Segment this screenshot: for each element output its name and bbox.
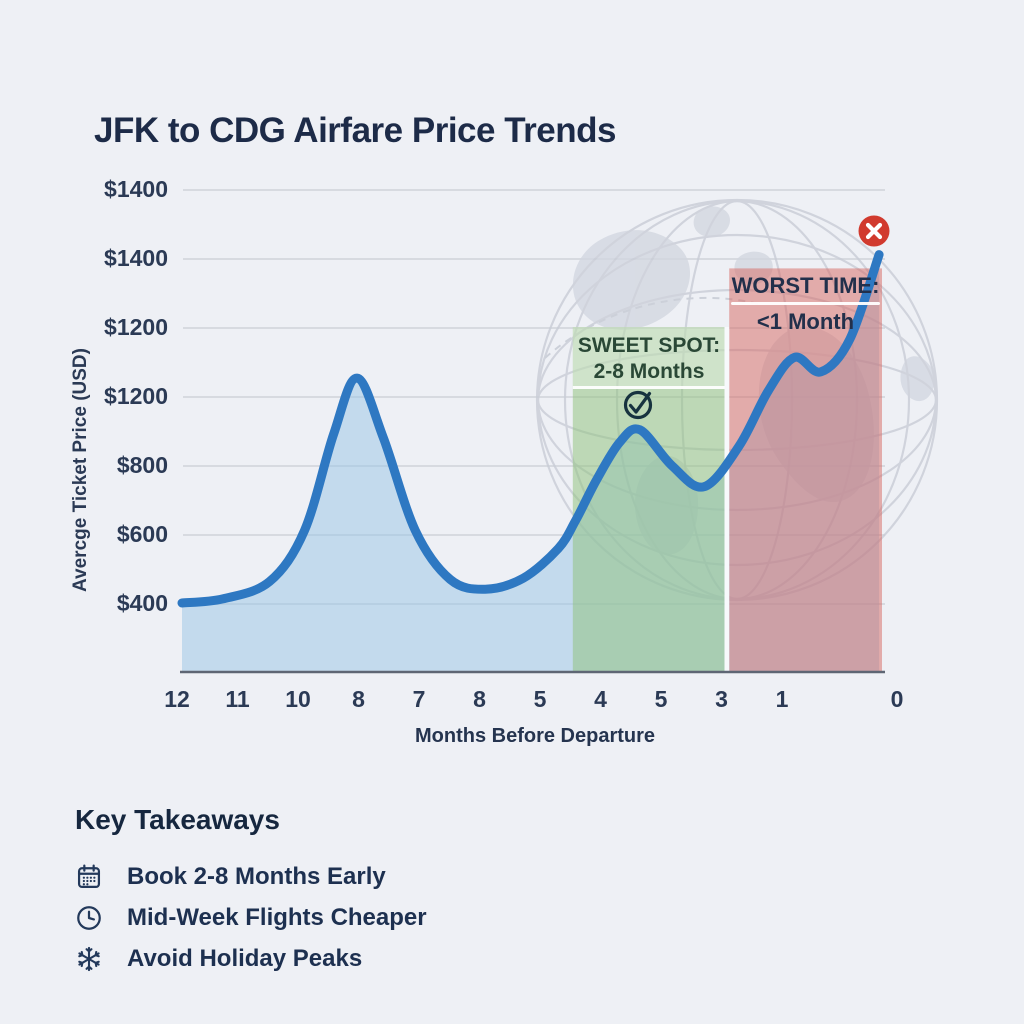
y-tick-label: $1200 — [104, 383, 168, 409]
sweet-spot-label-line2: 2-8 Months — [593, 360, 705, 383]
price-line — [177, 250, 884, 608]
sweet-spot-label-box — [572, 327, 725, 389]
worst-time-label: WORST TIME: <1 Month — [729, 273, 882, 335]
y-tick-label: $1400 — [104, 245, 168, 271]
check-circle-icon — [623, 390, 653, 420]
takeaway-item: Mid-Week Flights Cheaper — [75, 897, 427, 938]
x-axis-title: Months Before Departure — [414, 725, 656, 747]
takeaway-item: Avoid Holiday Peaks — [75, 938, 427, 979]
y-tick-label: $1400 — [104, 176, 168, 202]
booking-zones — [572, 268, 882, 672]
takeaway-item: Book 2-8 Months Early — [75, 856, 427, 897]
x-tick-label: 4 — [594, 686, 607, 712]
price-curve — [177, 250, 884, 608]
x-tick-label: 8 — [352, 686, 365, 712]
key-takeaways-section: Key Takeaways Book 2-8 Months Early — [75, 804, 427, 979]
worst-time-label-line2: <1 Month — [756, 309, 855, 334]
x-tick-label: 8 — [473, 686, 486, 712]
takeaway-label: Book 2-8 Months Early — [127, 862, 386, 890]
x-tick-label: 0 — [890, 686, 904, 712]
y-tick-label: $800 — [116, 452, 168, 478]
x-circle-icon — [858, 215, 890, 247]
worst-time-label-line1: WORST TIME: — [731, 273, 880, 298]
x-tick-label: 3 — [715, 686, 728, 712]
x-tick-label: 10 — [285, 686, 311, 712]
takeaway-label: Avoid Holiday Peaks — [127, 944, 363, 972]
sweet-spot-zone — [572, 327, 725, 672]
y-tick-label: $1200 — [104, 314, 168, 340]
x-tick-label: 12 — [164, 686, 190, 712]
worst-time-label-divider — [731, 302, 880, 305]
x-tick-label: 5 — [533, 686, 547, 712]
page-title: JFK to CDG Airfare Price Trends — [94, 111, 616, 151]
x-tick-label: 7 — [412, 686, 426, 712]
snowflake-icon — [75, 945, 103, 973]
clock-icon — [75, 904, 103, 932]
sweet-spot-label: SWEET SPOT: 2-8 Months — [573, 333, 725, 385]
sweet-spot-label-line1: SWEET SPOT: — [577, 334, 721, 357]
flight-path-dashed-arc — [544, 296, 763, 359]
sweet-spot-label-underline — [572, 386, 725, 389]
key-takeaways-heading: Key Takeaways — [75, 804, 280, 835]
calendar-icon — [75, 863, 103, 891]
x-tick-label: 11 — [225, 686, 250, 712]
worst-time-zone — [729, 268, 882, 672]
y-tick-label: $600 — [116, 521, 168, 547]
x-tick-label: 5 — [654, 686, 668, 712]
takeaway-label: Mid-Week Flights Cheaper — [127, 903, 427, 931]
y-tick-label: $400 — [116, 590, 168, 616]
x-tick-label: 1 — [775, 686, 789, 712]
zone-gap — [724, 327, 730, 672]
